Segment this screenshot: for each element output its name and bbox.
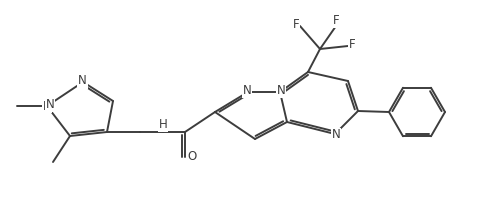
Text: F: F	[348, 38, 355, 51]
Text: N: N	[43, 99, 52, 112]
Text: N: N	[243, 84, 251, 98]
Text: N: N	[331, 129, 340, 141]
Text: N: N	[277, 84, 285, 98]
Text: N: N	[78, 74, 87, 88]
Text: N: N	[46, 98, 54, 111]
Text: N: N	[79, 75, 87, 88]
Text: F: F	[293, 19, 299, 32]
Text: O: O	[188, 150, 197, 163]
Text: F: F	[333, 14, 339, 28]
Text: H: H	[158, 119, 167, 131]
